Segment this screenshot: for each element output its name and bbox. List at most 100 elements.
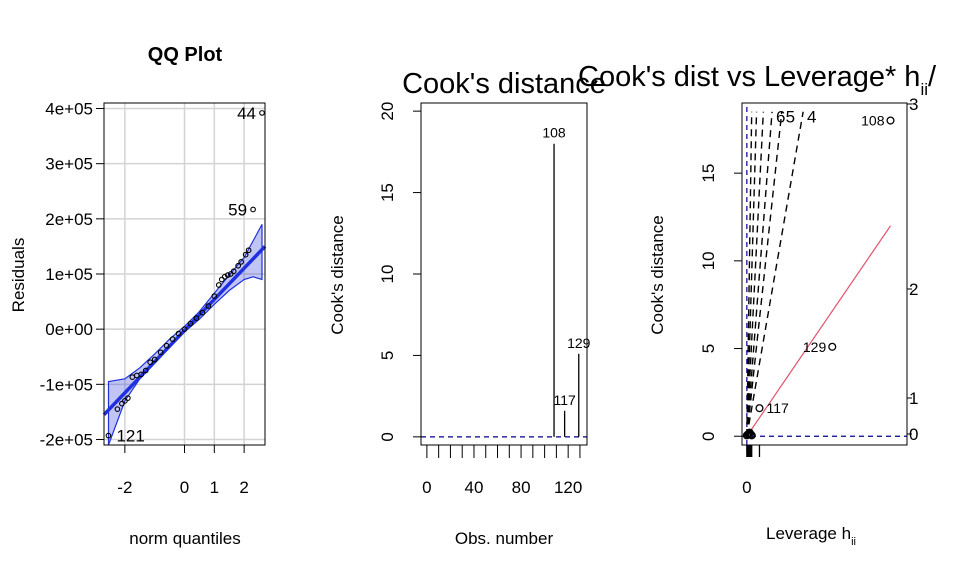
qq-point-label: 44 xyxy=(237,104,256,123)
cooks-contour-line xyxy=(746,111,773,437)
cooks-spikes xyxy=(553,143,580,437)
qq-point xyxy=(114,406,121,412)
leverage-title: Cook's dist vs Leverage* hii/ xyxy=(578,61,937,99)
qq-y-tick-label: 3e+05 xyxy=(45,155,93,174)
qq-point xyxy=(187,320,194,327)
qq-grid xyxy=(104,103,265,445)
leverage-right-tick-label: 1 xyxy=(909,389,918,408)
leverage-right-tick-label: 3 xyxy=(909,95,918,114)
qq-point xyxy=(199,309,206,316)
cooks-y-tick-label: 15 xyxy=(378,183,397,202)
cooks-y-tick-label: 0 xyxy=(378,432,397,441)
leverage-point-label: 108 xyxy=(861,113,885,129)
qq-point xyxy=(205,303,212,309)
cooks-spike-label: 117 xyxy=(553,392,576,408)
qq-point xyxy=(125,395,131,401)
leverage-x-axis: 0 xyxy=(742,445,752,497)
cooks-distance-panel: 108 117 129 0 40 80 120 0 5 10 15 20 Cook's dista… xyxy=(328,68,606,548)
qq-point xyxy=(242,251,249,258)
qq-y-tick-label: -1e+05 xyxy=(40,375,93,394)
leverage-y-axis: 0 5 10 15 xyxy=(699,164,743,441)
cooks-spike-labels: 108 117 129 xyxy=(542,125,590,408)
cooks-contour-line xyxy=(746,111,804,437)
qq-point xyxy=(235,262,242,269)
leverage-point xyxy=(746,430,755,439)
leverage-y-axis-label: Cook's distance xyxy=(648,215,667,334)
qq-x-tick-label: -2 xyxy=(117,478,132,497)
qq-point xyxy=(250,206,256,213)
leverage-point-labels: 108 129 117 xyxy=(766,113,884,417)
cooks-contour-label: 6 xyxy=(776,107,785,126)
cooks-contour-line xyxy=(746,111,753,437)
cooks-y-axis: 0 5 10 15 20 xyxy=(378,102,422,442)
leverage-points xyxy=(742,116,895,440)
cooks-x-tick-label: 80 xyxy=(512,478,531,497)
leverage-title-main: Cook's dist vs Leverage* h xyxy=(578,61,920,93)
leverage-x-axis-label: Leverage hii xyxy=(766,524,856,548)
qq-point xyxy=(224,272,231,278)
leverage-point xyxy=(886,116,895,125)
cooks-y-tick-label: 10 xyxy=(378,265,397,284)
qq-point xyxy=(215,282,222,288)
qq-x-axis-label: norm quantiles xyxy=(129,529,241,548)
cooks-y-axis-label: Cook's distance xyxy=(328,215,347,334)
cooks-x-tick-label: 40 xyxy=(465,478,484,497)
leverage-point-label: 117 xyxy=(766,400,789,416)
qq-point xyxy=(138,371,145,378)
leverage-point xyxy=(828,342,837,351)
leverage-right-tick-label: 2 xyxy=(909,280,918,299)
qq-point xyxy=(238,259,244,265)
qq-x-tick-label: 0 xyxy=(180,478,189,497)
qq-y-tick-label: 0e+00 xyxy=(45,320,93,339)
cooks-contour-label: 4 xyxy=(807,107,816,126)
qq-point xyxy=(175,330,182,337)
qq-y-tick-label: 2e+05 xyxy=(45,210,93,229)
cooks-x-axis-label: Obs. number xyxy=(455,529,554,548)
cooks-contour-line xyxy=(746,111,758,437)
cooks-spike-label: 108 xyxy=(542,125,566,141)
leverage-right-tick-label: 0 xyxy=(909,425,918,444)
qq-point xyxy=(151,356,158,363)
cooks-y-tick-label: 5 xyxy=(378,351,397,360)
qq-point xyxy=(147,359,154,366)
qq-point xyxy=(163,342,170,349)
leverage-y-tick-label: 10 xyxy=(699,251,718,270)
cooks-title: Cook's distance xyxy=(402,68,606,100)
qq-fit-line xyxy=(102,245,267,416)
qq-x-axis: -2 0 1 2 xyxy=(117,444,249,497)
qq-point-label: 59 xyxy=(228,200,247,219)
qq-y-tick-label: -2e+05 xyxy=(40,430,93,449)
cooks-contour-lines xyxy=(746,111,804,437)
qq-point xyxy=(181,326,188,333)
leverage-x-axis-label-subscript: ii xyxy=(851,536,856,548)
qq-point xyxy=(105,432,112,439)
qq-point xyxy=(211,293,218,299)
leverage-y-tick-label: 0 xyxy=(699,431,718,440)
cooks-x-tick-label: 0 xyxy=(422,478,431,497)
cooks-spike-label: 129 xyxy=(567,335,591,351)
qq-point xyxy=(245,247,252,254)
leverage-x-tick-label: 0 xyxy=(742,478,751,497)
leverage-y-tick-label: 5 xyxy=(699,344,718,353)
leverage-point xyxy=(747,431,756,440)
qq-y-tick-label: 4e+05 xyxy=(45,100,93,119)
qq-point-labels: 44 59 121 xyxy=(116,104,256,446)
leverage-point xyxy=(743,430,752,439)
qq-point-label: 121 xyxy=(116,427,144,446)
qq-plot-panel: 44 59 121 -2 0 1 2 -2e+05 -1e+05 0e+00 1e+05 2e+0… xyxy=(9,44,267,548)
qq-point xyxy=(142,367,149,374)
qq-title: QQ Plot xyxy=(148,44,223,66)
leverage-rug xyxy=(746,445,761,457)
qq-point xyxy=(230,268,237,275)
qq-point xyxy=(157,349,164,356)
qq-points xyxy=(105,110,265,439)
leverage-right-axis: 0 1 2 3 xyxy=(907,95,918,444)
qq-y-tick-label: 1e+05 xyxy=(45,265,93,284)
cooks-x-tick-label: 120 xyxy=(554,478,582,497)
leverage-x-axis-label-main: Leverage h xyxy=(766,524,851,543)
qq-y-axis: -2e+05 -1e+05 0e+00 1e+05 2e+05 3e+05 4e+05 xyxy=(40,100,105,449)
qq-point xyxy=(169,336,176,342)
